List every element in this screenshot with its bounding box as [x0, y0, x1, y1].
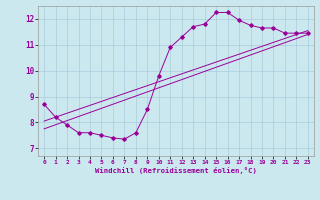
X-axis label: Windchill (Refroidissement éolien,°C): Windchill (Refroidissement éolien,°C): [95, 167, 257, 174]
